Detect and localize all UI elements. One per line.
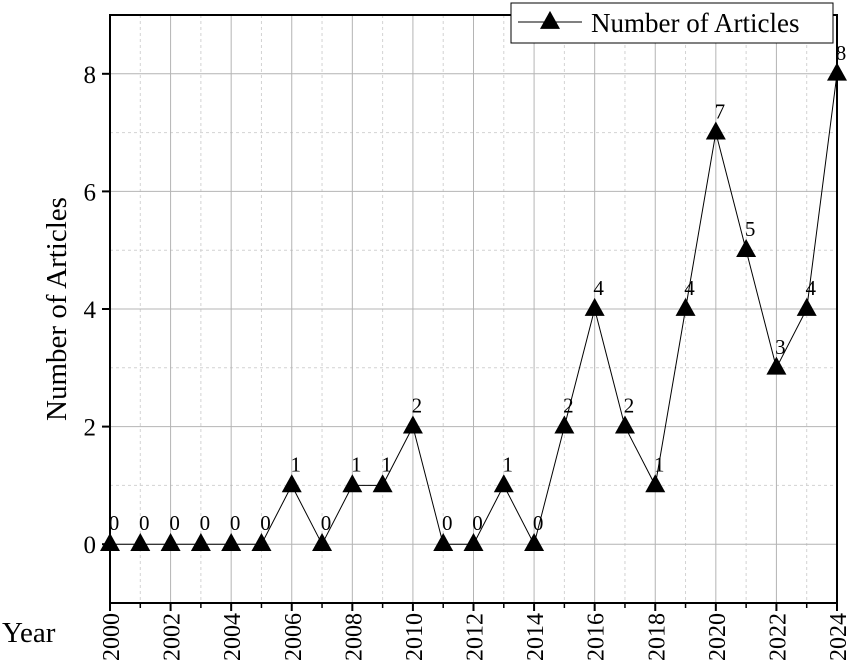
data-label: 8 bbox=[836, 41, 847, 65]
data-label: 3 bbox=[775, 335, 786, 359]
data-point-marker bbox=[584, 297, 605, 316]
data-point-marker bbox=[312, 533, 333, 552]
data-point-marker bbox=[281, 474, 302, 493]
x-tick-label: 2004 bbox=[220, 613, 246, 661]
data-point-marker bbox=[342, 474, 363, 493]
y-tick-label: 0 bbox=[84, 532, 97, 559]
data-point-marker bbox=[402, 415, 423, 434]
y-axis-ticks: 0 2 4 6 8 bbox=[84, 62, 110, 559]
data-label: 0 bbox=[472, 511, 483, 535]
x-tick-label: 2016 bbox=[584, 613, 610, 661]
data-label: 4 bbox=[805, 276, 816, 300]
data-label: 1 bbox=[503, 452, 514, 476]
x-tick-label: 2020 bbox=[705, 613, 731, 661]
x-tick-label: 2002 bbox=[160, 613, 186, 661]
data-label: 7 bbox=[715, 100, 726, 124]
data-point-marker bbox=[614, 415, 635, 434]
data-label: 1 bbox=[381, 452, 392, 476]
data-label: 0 bbox=[230, 511, 241, 535]
data-label: 0 bbox=[321, 511, 332, 535]
x-axis-title: Year bbox=[2, 617, 56, 649]
y-tick-label: 8 bbox=[84, 62, 97, 89]
y-tick-label: 6 bbox=[84, 179, 97, 206]
data-label: 1 bbox=[654, 452, 665, 476]
data-point-marker bbox=[221, 533, 242, 552]
data-point-marker bbox=[524, 533, 545, 552]
data-point-marker bbox=[160, 533, 181, 552]
data-point-marker bbox=[372, 474, 393, 493]
data-point-marker bbox=[463, 533, 484, 552]
data-point-marker bbox=[554, 415, 575, 434]
data-point-marker bbox=[190, 533, 211, 552]
data-label: 2 bbox=[563, 394, 574, 418]
x-tick-label: 2018 bbox=[644, 613, 670, 661]
data-label: 0 bbox=[442, 511, 453, 535]
data-label: 0 bbox=[109, 511, 120, 535]
data-point-marker bbox=[736, 239, 757, 258]
data-label: 0 bbox=[533, 511, 544, 535]
data-label: 0 bbox=[200, 511, 211, 535]
data-point-marker bbox=[796, 297, 817, 316]
data-label: 0 bbox=[169, 511, 180, 535]
data-label: 2 bbox=[412, 394, 423, 418]
data-point-marker bbox=[130, 533, 151, 552]
x-tick-label: 2000 bbox=[99, 613, 125, 661]
data-label: 1 bbox=[351, 452, 362, 476]
data-point-marker bbox=[100, 533, 120, 552]
legend-triangle-marker bbox=[540, 10, 560, 29]
x-tick-label: 2012 bbox=[463, 613, 489, 661]
y-tick-label: 2 bbox=[84, 415, 97, 442]
data-point-marker bbox=[705, 121, 726, 140]
data-point-marker bbox=[645, 474, 666, 493]
data-label: 1 bbox=[291, 452, 302, 476]
x-tick-label: 2008 bbox=[341, 613, 367, 661]
legend: Number of Articles bbox=[510, 2, 834, 44]
data-label: 5 bbox=[745, 217, 756, 241]
legend-label: Number of Articles bbox=[591, 8, 799, 38]
data-point-marker bbox=[493, 474, 514, 493]
data-point-marker bbox=[766, 356, 787, 375]
data-label: 0 bbox=[260, 511, 271, 535]
y-axis-title: Number of Articles bbox=[41, 197, 73, 421]
x-tick-label: 2006 bbox=[281, 613, 307, 661]
legend-box bbox=[510, 2, 834, 44]
data-label: 0 bbox=[139, 511, 150, 535]
data-label: 2 bbox=[624, 394, 635, 418]
x-tick-label: 2024 bbox=[826, 613, 850, 661]
x-tick-label: 2014 bbox=[523, 613, 549, 661]
y-tick-label: 4 bbox=[84, 297, 97, 324]
data-point-marker bbox=[251, 533, 272, 552]
x-tick-label: 2022 bbox=[765, 613, 791, 661]
data-point-marker bbox=[433, 533, 454, 552]
data-point-marker bbox=[675, 297, 696, 316]
data-point-marker bbox=[827, 62, 847, 81]
data-label: 4 bbox=[684, 276, 695, 300]
x-tick-label: 2010 bbox=[402, 613, 428, 661]
data-label: 4 bbox=[593, 276, 604, 300]
x-axis-ticks: 2000 2002 2004 2006 2008 2010 2012 2014 2016 2018… bbox=[99, 603, 850, 661]
